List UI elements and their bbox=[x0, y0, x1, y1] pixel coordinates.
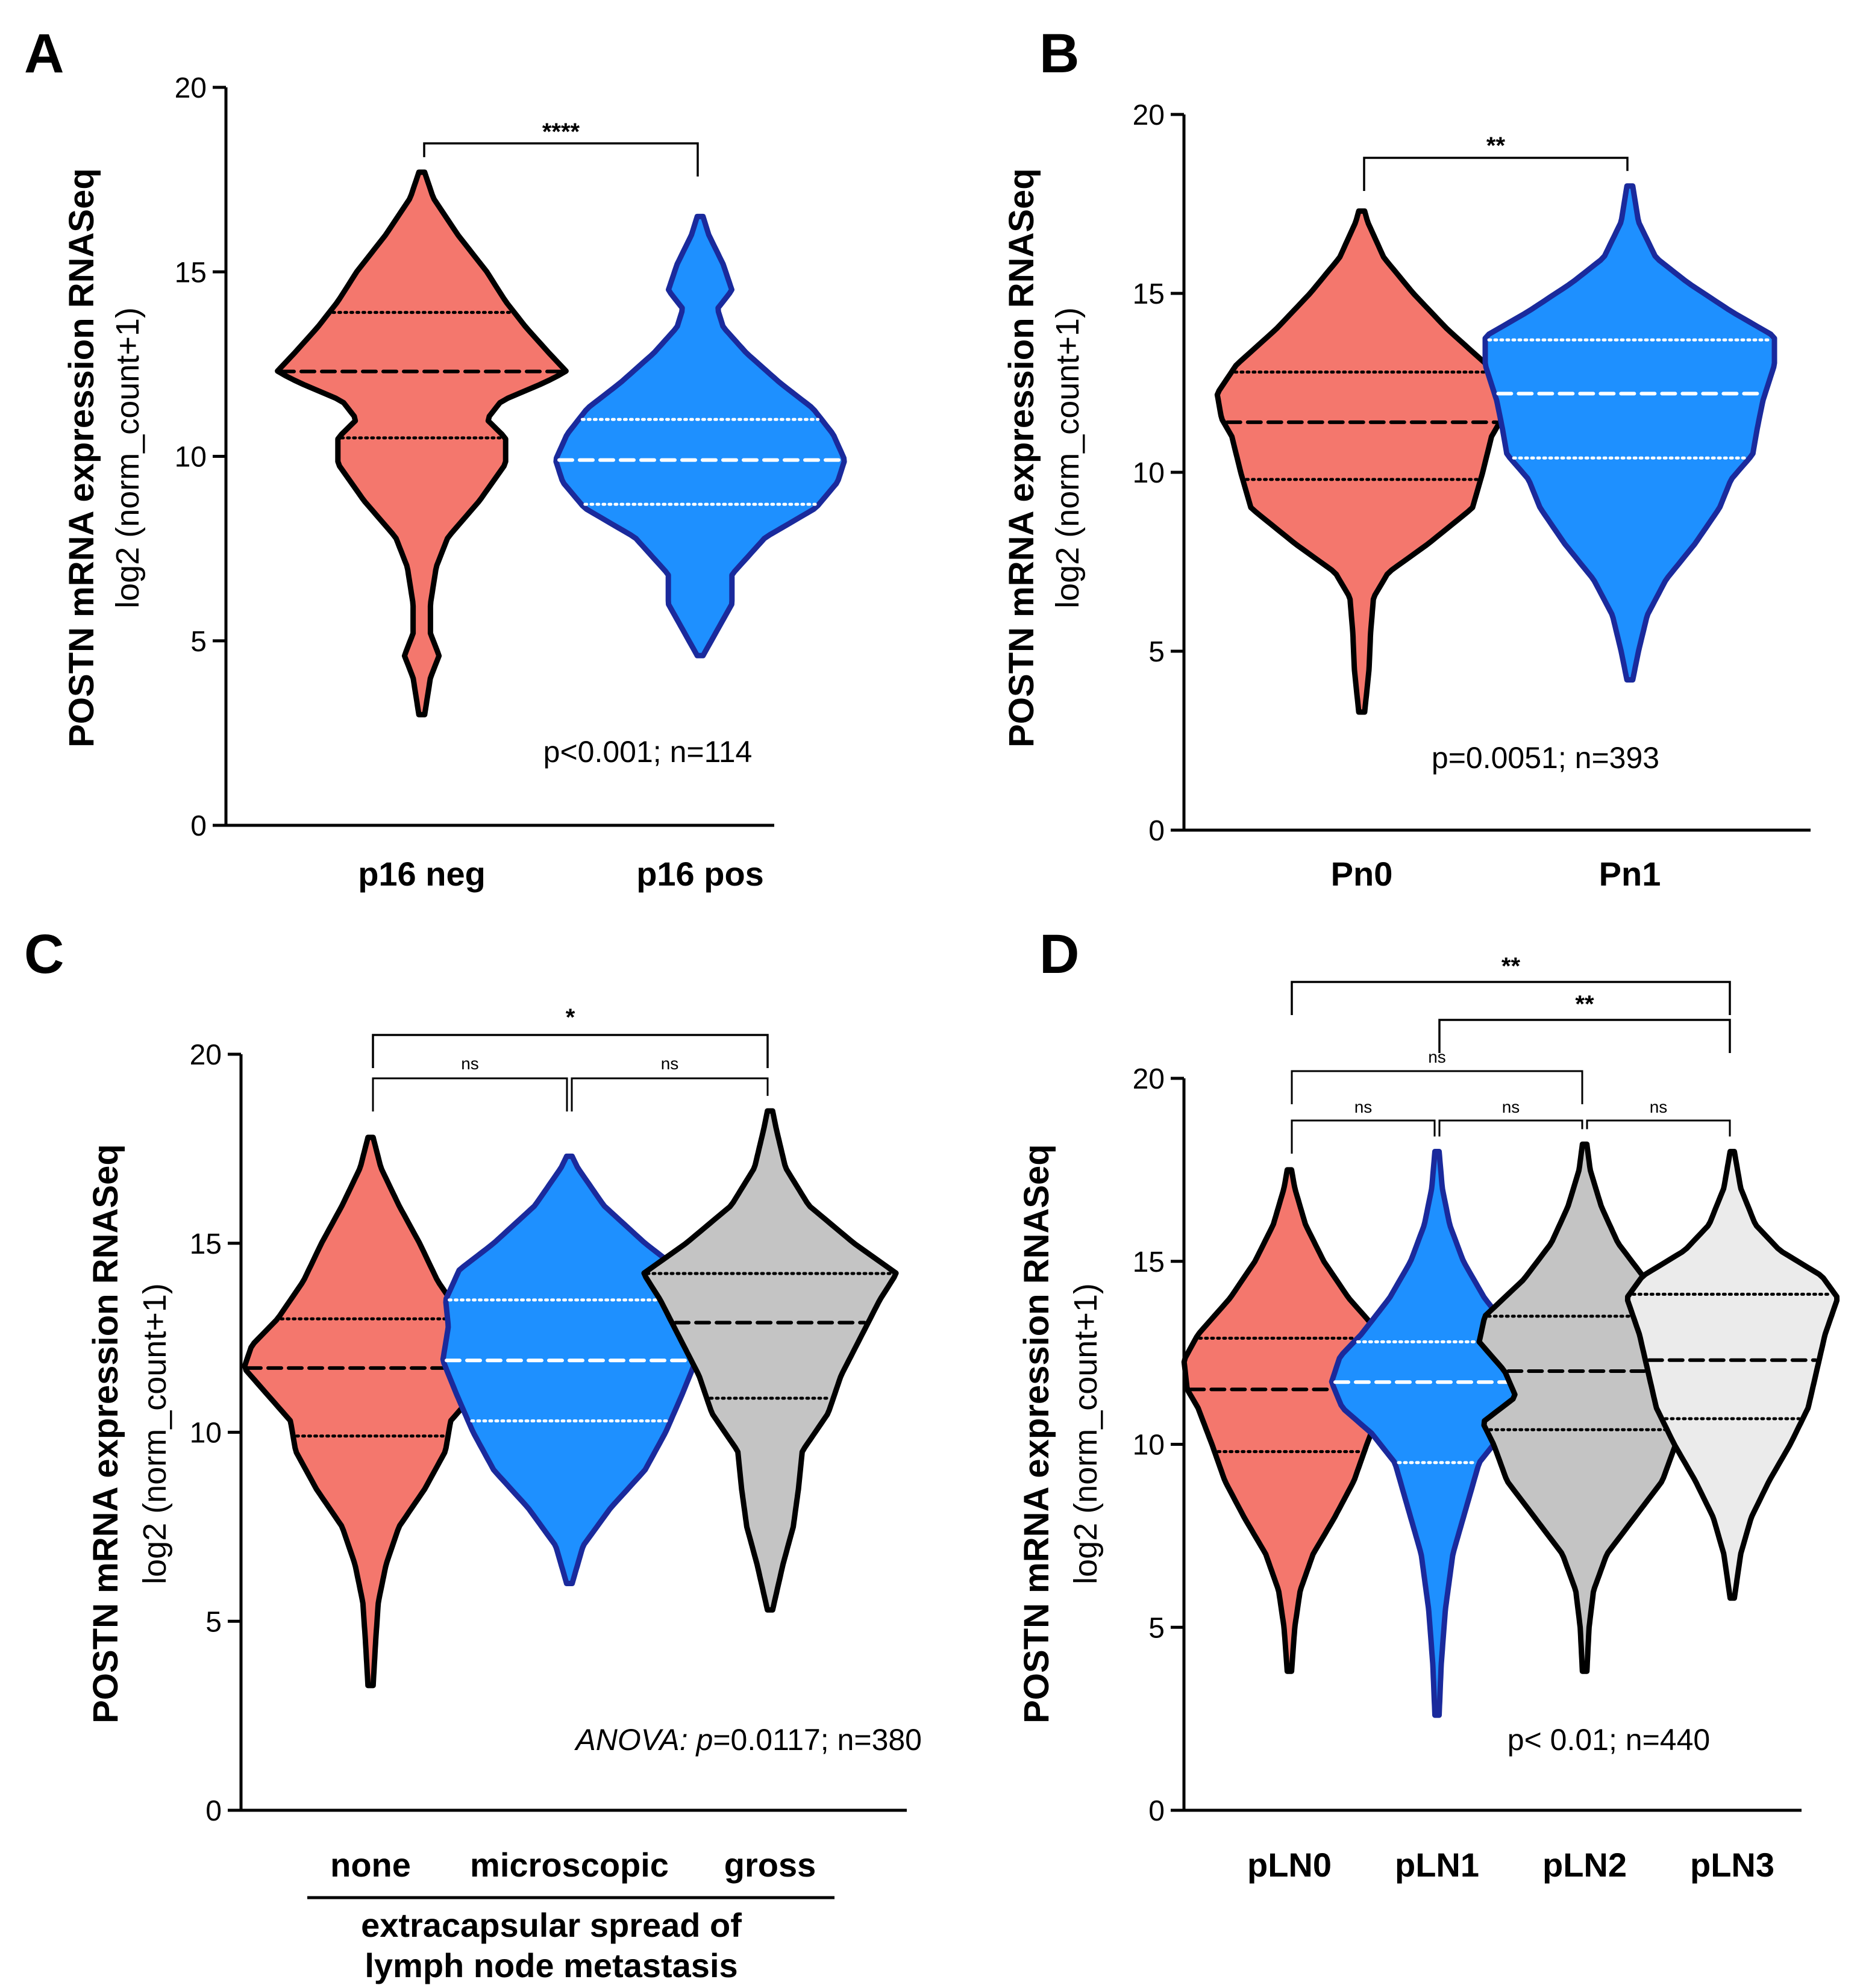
significance-stars: * bbox=[566, 1004, 575, 1031]
significance-stars: **** bbox=[542, 119, 580, 145]
violin-none bbox=[242, 1134, 499, 1689]
y-tick-label: 15 bbox=[1133, 1246, 1165, 1278]
ns-label: ns bbox=[461, 1054, 479, 1073]
y-tick-label: 20 bbox=[1133, 1063, 1165, 1095]
annotation-space bbox=[688, 1723, 697, 1757]
stats-annotation: p=0.0051; n=393 bbox=[1432, 741, 1659, 775]
panel-letter: A bbox=[24, 23, 64, 84]
y-tick-label: 5 bbox=[205, 1606, 222, 1638]
panel-D: D 0 5 10 15 20 POSTN mRNA expression RNASeq log… bbox=[1017, 924, 1840, 1884]
stats-annotation: p< 0.01; n=440 bbox=[1508, 1723, 1710, 1757]
y-tick-label: 10 bbox=[190, 1418, 222, 1449]
y-tick-label: 15 bbox=[175, 257, 207, 289]
y-tick-label: 15 bbox=[190, 1228, 222, 1260]
y-tick-label: 20 bbox=[175, 72, 207, 104]
x-axis-title-line2: lymph node metastasis bbox=[365, 1946, 737, 1984]
significance-stars: ** bbox=[1501, 953, 1521, 980]
x-axis-title-line1: extracapsular spread of bbox=[361, 1906, 742, 1944]
panel-letter: C bbox=[24, 924, 64, 985]
y-tick-label: 0 bbox=[1148, 1795, 1165, 1827]
significance-bracket bbox=[372, 1077, 568, 1111]
significance-bracket bbox=[423, 142, 699, 177]
ns-label: ns bbox=[1650, 1098, 1668, 1116]
x-category-label: Pn1 bbox=[1599, 855, 1661, 893]
y-tick-label: 10 bbox=[1133, 457, 1165, 489]
y-axis-subtitle: log2 (norm_count+1) bbox=[137, 1283, 173, 1584]
significance-stars: ** bbox=[1575, 991, 1594, 1017]
y-tick-label: 0 bbox=[205, 1795, 222, 1827]
panel-B: B 0 5 10 15 20 POSTN mRNA expression RNASeq log… bbox=[1002, 23, 1811, 893]
y-tick-label: 0 bbox=[1148, 815, 1165, 847]
significance-bracket bbox=[1291, 1070, 1583, 1104]
annotation-values: =0.0117; n=380 bbox=[713, 1723, 922, 1757]
x-category-label: none bbox=[330, 1846, 411, 1884]
ns-label: ns bbox=[1354, 1098, 1373, 1116]
y-axis-title: POSTN mRNA expression RNASeq bbox=[1017, 1144, 1056, 1724]
significance-bracket bbox=[1438, 1119, 1583, 1137]
x-category-label: p16 pos bbox=[636, 855, 764, 893]
y-axis-subtitle: log2 (norm_count+1) bbox=[110, 307, 146, 608]
panel-letter: D bbox=[1039, 924, 1079, 985]
violin-Pn1 bbox=[1482, 183, 1777, 683]
y-tick-label: 20 bbox=[1133, 99, 1165, 131]
significance-bracket bbox=[1586, 1119, 1731, 1137]
significance-bracket bbox=[1438, 1019, 1731, 1053]
y-tick-label: 5 bbox=[1148, 1612, 1165, 1644]
x-category-label: microscopic bbox=[470, 1846, 669, 1884]
panel-A: A 0 5 10 15 20 POSTN mRNA expression RNASeq log… bbox=[24, 23, 847, 893]
y-axis-title: POSTN mRNA expression RNASeq bbox=[1002, 168, 1041, 748]
significance-bracket bbox=[1363, 157, 1629, 191]
violin-pLN3 bbox=[1624, 1149, 1840, 1601]
violin-p16-pos bbox=[553, 213, 847, 658]
significance-bracket bbox=[571, 1077, 769, 1111]
violin-pLN2 bbox=[1476, 1141, 1693, 1674]
violin-p16-neg bbox=[275, 169, 569, 717]
y-tick-label: 10 bbox=[1133, 1430, 1165, 1461]
violin-pLN0 bbox=[1181, 1167, 1398, 1674]
significance-bracket bbox=[1291, 981, 1731, 1015]
y-tick-label: 10 bbox=[175, 442, 207, 474]
significance-bracket bbox=[1291, 1119, 1436, 1154]
violin-microscopic bbox=[440, 1153, 699, 1586]
significance-stars: ** bbox=[1486, 133, 1506, 159]
y-axis-title: POSTN mRNA expression RNASeq bbox=[62, 168, 101, 748]
violin-pLN1 bbox=[1329, 1149, 1545, 1718]
y-tick-label: 5 bbox=[190, 626, 207, 658]
x-category-label: pLN1 bbox=[1395, 1846, 1479, 1884]
y-tick-label: 0 bbox=[190, 810, 207, 842]
annotation-p: p bbox=[695, 1723, 713, 1757]
stats-annotation: ANOVA: p=0.0117; n=380 bbox=[574, 1723, 922, 1757]
ns-label: ns bbox=[1502, 1098, 1520, 1116]
x-category-label: pLN2 bbox=[1542, 1846, 1627, 1884]
significance-bracket bbox=[372, 1034, 769, 1068]
y-axis-title: POSTN mRNA expression RNASeq bbox=[86, 1144, 125, 1724]
y-tick-label: 5 bbox=[1148, 636, 1165, 668]
annotation-method: ANOVA: bbox=[574, 1723, 687, 1757]
ns-label: ns bbox=[661, 1054, 679, 1073]
ns-label: ns bbox=[1428, 1048, 1446, 1066]
violin-gross bbox=[641, 1108, 899, 1613]
x-category-label: pLN3 bbox=[1690, 1846, 1774, 1884]
violin-Pn0 bbox=[1214, 208, 1509, 715]
stats-annotation: p<0.001; n=114 bbox=[543, 735, 753, 769]
y-axis-subtitle: log2 (norm_count+1) bbox=[1068, 1283, 1104, 1584]
y-tick-label: 15 bbox=[1133, 278, 1165, 310]
x-category-label: p16 neg bbox=[358, 855, 486, 893]
y-tick-label: 20 bbox=[190, 1039, 222, 1071]
panel-letter: B bbox=[1039, 23, 1079, 84]
x-category-label: pLN0 bbox=[1247, 1846, 1332, 1884]
y-axis-subtitle: log2 (norm_count+1) bbox=[1050, 307, 1086, 608]
x-category-label: gross bbox=[724, 1846, 816, 1884]
panel-C: C 0 5 10 15 20 POSTN mRNA expression RNASeq log… bbox=[24, 924, 922, 1984]
x-category-label: Pn0 bbox=[1331, 855, 1393, 893]
